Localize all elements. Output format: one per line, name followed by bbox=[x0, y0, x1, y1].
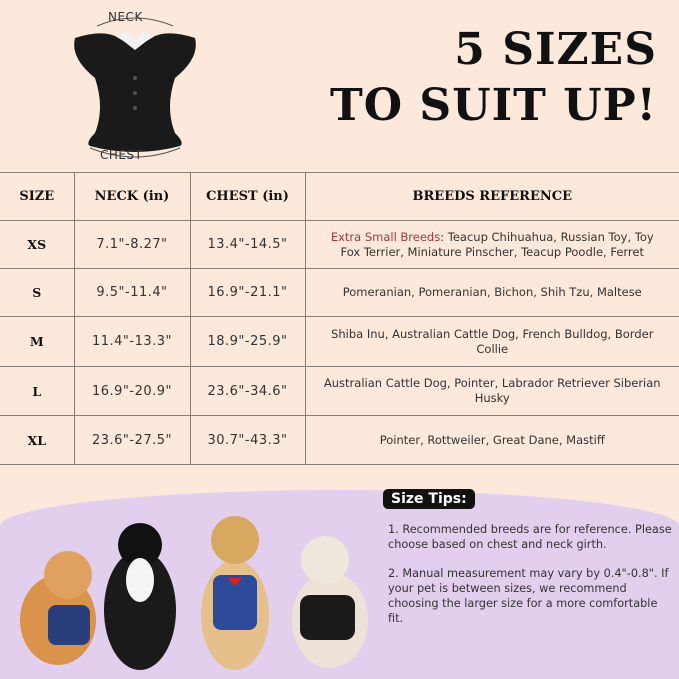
breeds-cell: Pointer, Rottweiler, Great Dane, Mastiff bbox=[304, 415, 679, 465]
title-line-2: TO SUIT UP! bbox=[330, 80, 657, 131]
breeds-list: : Teacup Chihuahua, Russian Toy, Toy Fox… bbox=[340, 229, 654, 259]
table-row: S 9.5"-11.4" 16.9"-21.1" Pomeranian, Pom… bbox=[0, 268, 679, 317]
header-size: SIZE bbox=[0, 172, 75, 221]
size-cell: M bbox=[0, 316, 75, 367]
breeds-cell: Pomeranian, Pomeranian, Bichon, Shih Tzu… bbox=[304, 268, 679, 317]
neck-label: NECK bbox=[108, 10, 143, 24]
chest-label: CHEST bbox=[100, 148, 143, 162]
tip-item: 2. Manual measurement may vary by 0.4"-0… bbox=[388, 567, 669, 625]
table-row: XS 7.1"-8.27" 13.4"-14.5" Extra Small Br… bbox=[0, 220, 679, 269]
neck-cell: 7.1"-8.27" bbox=[73, 220, 191, 269]
tip-item: 1. Recommended breeds are for reference.… bbox=[388, 523, 672, 551]
size-chart-table: SIZE NECK (in) CHEST (in) BREEDS REFEREN… bbox=[0, 172, 679, 465]
size-cell: S bbox=[0, 268, 75, 317]
size-cell: XS bbox=[0, 220, 75, 269]
header-neck: NECK (in) bbox=[73, 172, 191, 221]
table-header-row: SIZE NECK (in) CHEST (in) BREEDS REFEREN… bbox=[0, 172, 679, 221]
table-row: M 11.4"-13.3" 18.9"-25.9" Shiba Inu, Aus… bbox=[0, 316, 679, 367]
size-cell: XL bbox=[0, 415, 75, 465]
dogs-wearing-tuxedos-image bbox=[20, 516, 368, 670]
tuxedo-harness-diagram bbox=[74, 17, 196, 158]
header-breeds: BREEDS REFERENCE bbox=[304, 172, 679, 221]
chest-cell: 13.4"-14.5" bbox=[189, 220, 306, 269]
title-line-1: 5 SIZES bbox=[454, 24, 657, 75]
breeds-cell: Extra Small Breeds: Teacup Chihuahua, Ru… bbox=[304, 220, 679, 269]
neck-cell: 23.6"-27.5" bbox=[73, 415, 191, 465]
header-chest: CHEST (in) bbox=[189, 172, 306, 221]
chest-cell: 30.7"-43.3" bbox=[189, 415, 306, 465]
neck-cell: 16.9"-20.9" bbox=[73, 366, 191, 416]
table-row: L 16.9"-20.9" 23.6"-34.6" Australian Cat… bbox=[0, 366, 679, 416]
chest-cell: 16.9"-21.1" bbox=[189, 268, 306, 317]
size-tips-heading: Size Tips: bbox=[383, 489, 475, 509]
chest-cell: 18.9"-25.9" bbox=[189, 316, 306, 367]
size-tips-list: 1. Recommended breeds are for reference.… bbox=[388, 522, 673, 640]
breeds-cell: Australian Cattle Dog, Pointer, Labrador… bbox=[304, 366, 679, 416]
size-cell: L bbox=[0, 366, 75, 416]
breeds-category: Extra Small Breeds bbox=[330, 229, 441, 244]
table-row: XL 23.6"-27.5" 30.7"-43.3" Pointer, Rott… bbox=[0, 415, 679, 465]
page-title: 5 SIZES TO SUIT UP! bbox=[330, 22, 657, 134]
neck-cell: 11.4"-13.3" bbox=[73, 316, 191, 367]
chest-cell: 23.6"-34.6" bbox=[189, 366, 306, 416]
breeds-cell: Shiba Inu, Australian Cattle Dog, French… bbox=[304, 316, 679, 367]
neck-cell: 9.5"-11.4" bbox=[73, 268, 191, 317]
